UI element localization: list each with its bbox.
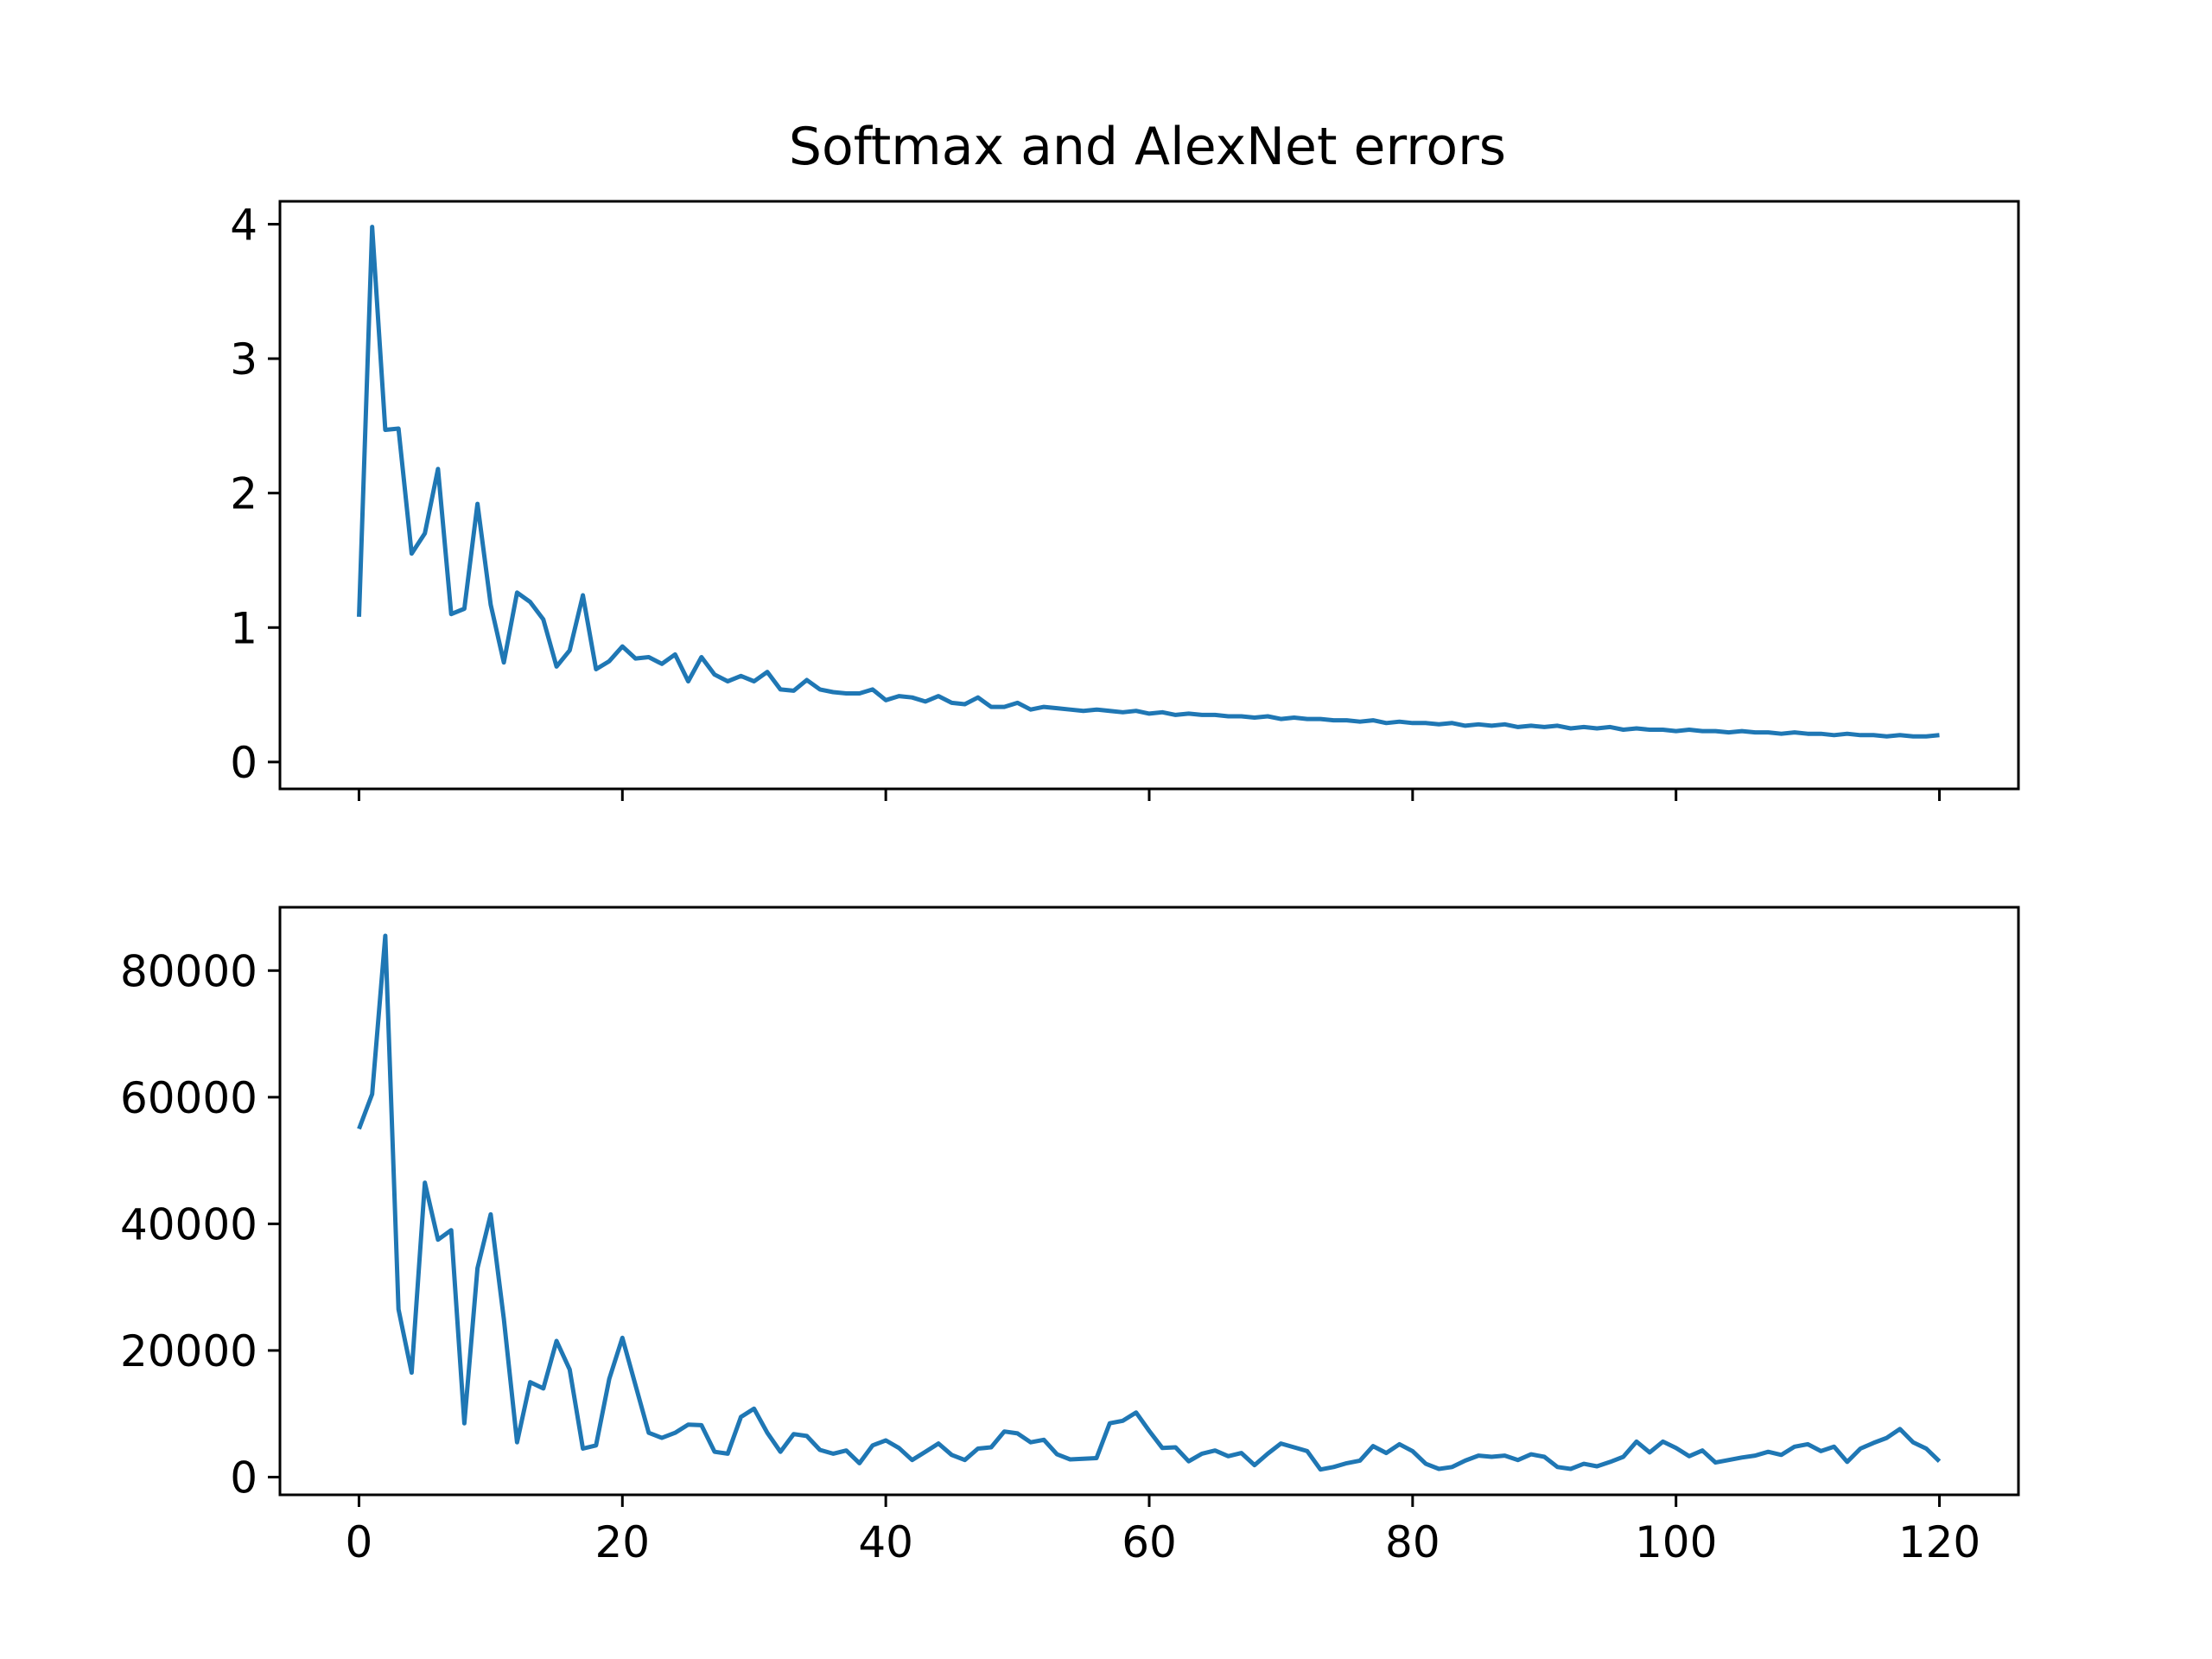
- y-tick-label: 1: [230, 603, 257, 653]
- alexnet-error-panel: 0 20 40 60 80 100 120 0 20000 40000 60000 80000: [120, 906, 2020, 1567]
- series-line: [357, 225, 1940, 739]
- x-tick-label: 40: [858, 1517, 913, 1567]
- y-tick-label: 3: [230, 334, 257, 385]
- series-line: [357, 933, 1942, 1472]
- y-tick-label: 2: [230, 469, 257, 519]
- x-tick-label: 60: [1122, 1517, 1177, 1567]
- y-tick-label: 40000: [120, 1199, 257, 1249]
- x-tick-label: 80: [1385, 1517, 1440, 1567]
- chart-title: Softmax and AlexNet errors: [789, 117, 1506, 177]
- y-tick-label: 80000: [120, 946, 257, 996]
- softmax-error-panel: 0 1 2 3 4: [230, 200, 2020, 801]
- y-tick-label: 20000: [120, 1326, 257, 1376]
- y-tick-label: 0: [230, 738, 257, 788]
- y-tick-label: 60000: [120, 1073, 257, 1123]
- x-tick-label: 0: [346, 1517, 373, 1567]
- y-tick-label: 0: [230, 1452, 257, 1503]
- x-tick-label: 100: [1635, 1517, 1717, 1567]
- x-tick-label: 120: [1898, 1517, 1980, 1567]
- y-tick-label: 4: [230, 200, 257, 250]
- x-tick-label: 20: [594, 1517, 650, 1567]
